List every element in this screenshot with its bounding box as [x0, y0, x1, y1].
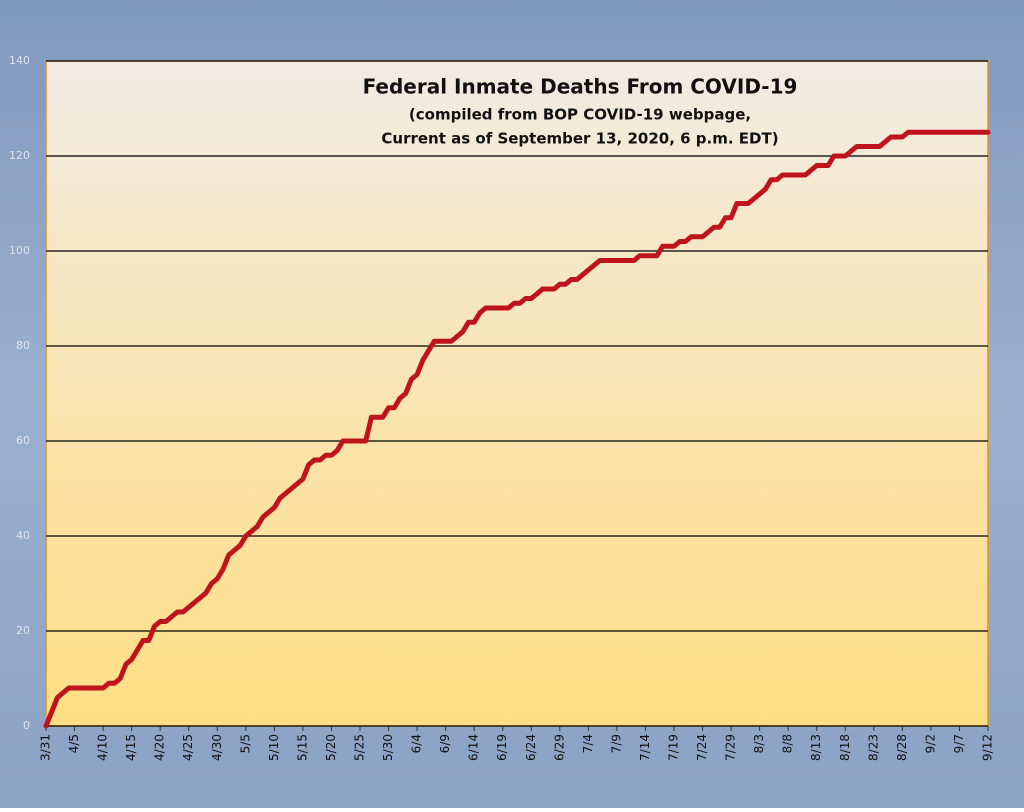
y-tick-label: 100	[9, 244, 30, 257]
x-tick-label: 6/14	[467, 734, 481, 761]
y-tick-label: 140	[9, 54, 30, 67]
x-tick-label: 9/7	[952, 734, 966, 753]
x-tick-label: 6/29	[552, 734, 566, 761]
x-tick-label: 4/10	[96, 734, 110, 761]
y-tick-label: 80	[16, 339, 30, 352]
y-tick-label: 0	[23, 719, 30, 732]
x-tick-label: 5/20	[324, 734, 338, 761]
x-tick-label: 5/25	[353, 734, 367, 761]
x-tick-label: 8/18	[838, 734, 852, 761]
x-tick-label: 5/30	[381, 734, 395, 761]
x-tick-label: 5/15	[295, 734, 309, 761]
x-tick-label: 8/28	[895, 734, 909, 761]
y-tick-label: 120	[9, 149, 30, 162]
y-tick-label: 60	[16, 434, 30, 447]
x-tick-label: 6/9	[438, 734, 452, 753]
x-tick-label: 8/3	[752, 734, 766, 753]
chart-title: Federal Inmate Deaths From COVID-19	[363, 75, 798, 99]
x-tick-label: 9/12	[981, 734, 995, 761]
x-tick-label: 8/13	[809, 734, 823, 761]
x-tick-label: 3/31	[39, 734, 53, 761]
data-line	[43, 129, 991, 729]
x-tick-label: 9/2	[923, 734, 937, 753]
x-tick-label: 7/14	[638, 734, 652, 761]
x-tick-label: 5/10	[267, 734, 281, 761]
x-tick-label: 7/9	[609, 734, 623, 753]
x-tick-label: 7/4	[581, 734, 595, 753]
x-tick-label: 4/20	[153, 734, 167, 761]
x-tick-label: 7/29	[724, 734, 738, 761]
x-tick-label: 4/5	[67, 734, 81, 753]
plot-area	[45, 60, 989, 727]
x-tick-label: 6/19	[495, 734, 509, 761]
subtitle: (compiled from BOP COVID-19 webpage,	[409, 106, 751, 124]
x-tick-label: 6/4	[410, 734, 424, 753]
x-tick-label: 4/15	[124, 734, 138, 761]
x-tick-label: 6/24	[524, 734, 538, 761]
x-tick-label: 8/8	[781, 734, 795, 753]
y-tick-label: 20	[16, 624, 30, 637]
y-tick-label: 40	[16, 529, 30, 542]
x-tick-label: 4/25	[181, 734, 195, 761]
x-tick-label: 7/24	[695, 734, 709, 761]
x-tick-label: 7/19	[667, 734, 681, 761]
x-tick-label: 5/5	[238, 734, 252, 753]
x-tick-label: 8/23	[866, 734, 880, 761]
x-tick-label: 4/30	[210, 734, 224, 761]
subtitle: Current as of September 13, 2020, 6 p.m.…	[381, 130, 778, 148]
